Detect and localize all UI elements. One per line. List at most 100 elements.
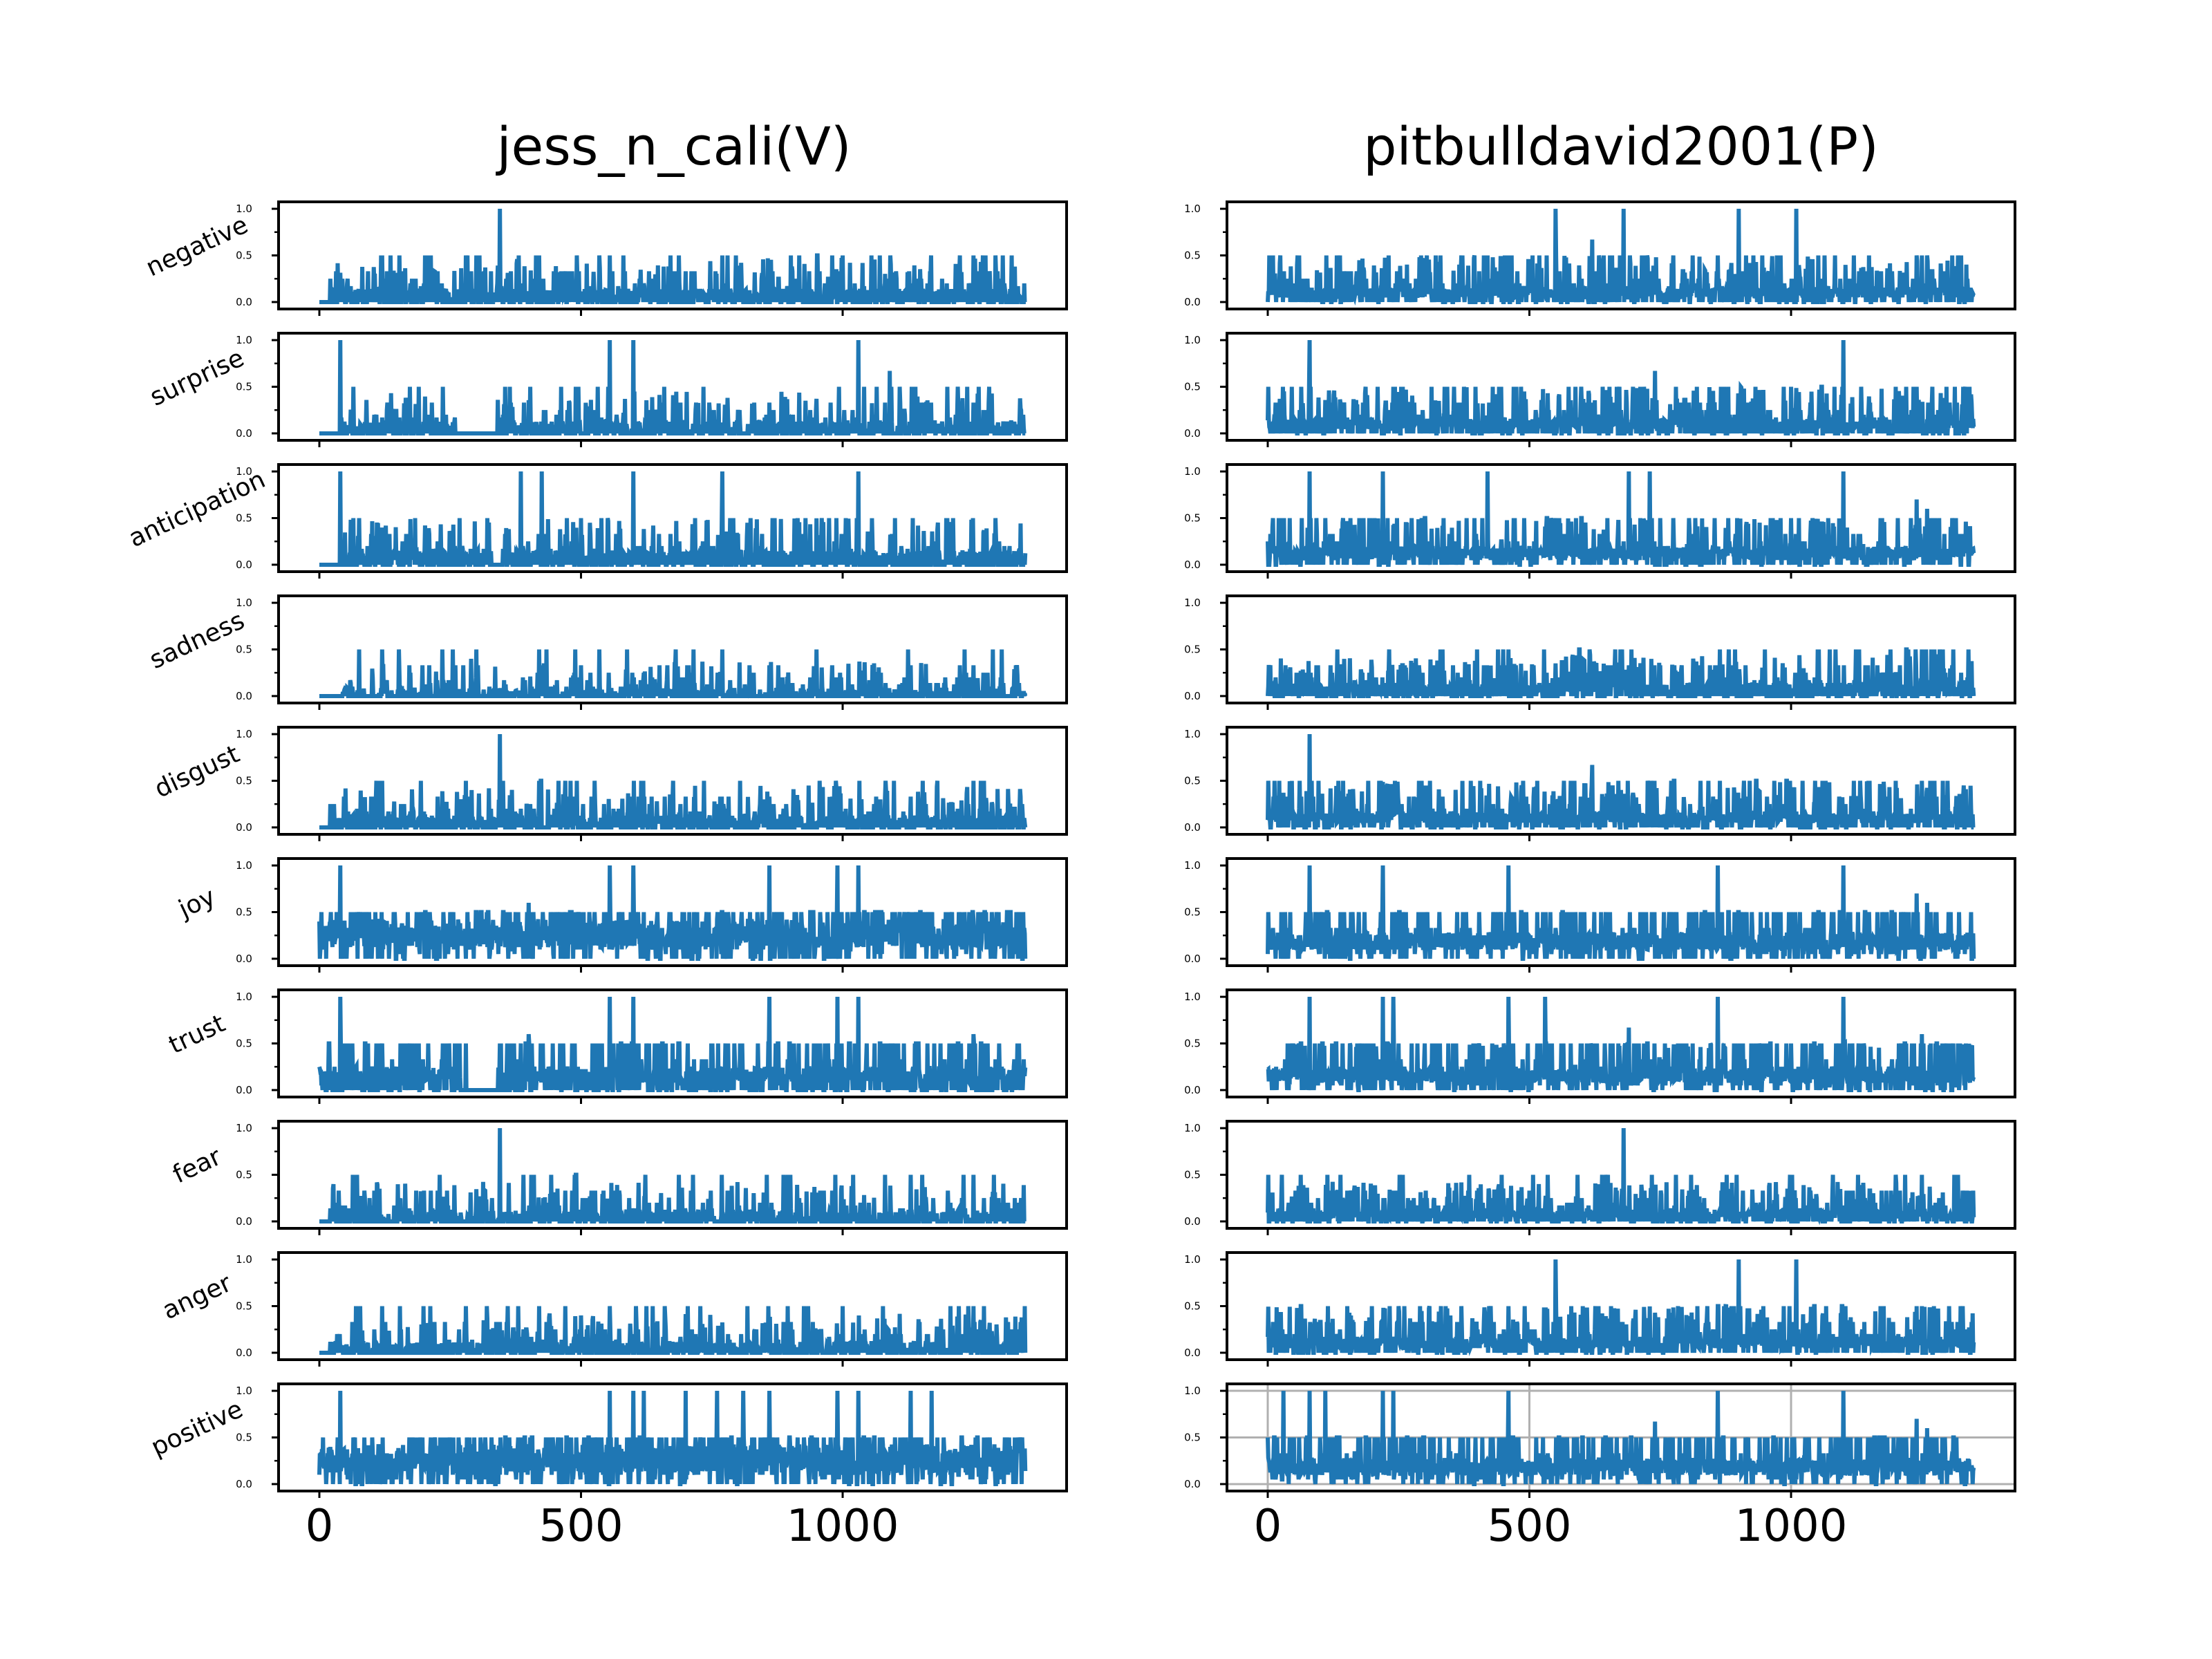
y-tick-label: 0.0 bbox=[236, 559, 252, 571]
x-tick-label: 0 bbox=[1254, 1501, 1282, 1552]
y-tick-label: 0.5 bbox=[1184, 1169, 1201, 1181]
series-line-surprise bbox=[319, 340, 1027, 435]
y-tick-label: 0.0 bbox=[236, 1084, 252, 1096]
y-tick-label: 1.0 bbox=[1184, 597, 1201, 609]
y-tick-label: 1.0 bbox=[236, 859, 252, 872]
series-line-sadness bbox=[1265, 647, 1976, 700]
y-tick-label: 0.0 bbox=[1184, 690, 1201, 702]
panel-positive-right: 0.0 0.5 1.0 0 500 1000 bbox=[1184, 1382, 2016, 1552]
series-line-anticipation bbox=[319, 471, 1028, 567]
panel-sadness-right: 0.0 0.5 1.0 bbox=[1184, 594, 2016, 710]
panel-trust-right: 0.0 0.5 1.0 bbox=[1184, 988, 2016, 1104]
y-tick-label: 0.5 bbox=[1184, 1300, 1201, 1313]
y-tick-label: 0.0 bbox=[1184, 1347, 1201, 1359]
series-line-trust bbox=[1266, 997, 1976, 1092]
y-tick-label: 0.5 bbox=[236, 512, 252, 525]
series-line-disgust bbox=[319, 734, 1028, 830]
y-tick-label: 0.5 bbox=[1184, 512, 1201, 525]
series-line-sadness bbox=[319, 649, 1028, 699]
series-line-anger bbox=[1265, 1259, 1976, 1356]
y-tick-label: 0.0 bbox=[1184, 953, 1201, 965]
x-tick-label: 500 bbox=[1487, 1501, 1571, 1552]
series-line-fear bbox=[1265, 1128, 1976, 1226]
y-tick-label: 0.0 bbox=[236, 821, 252, 834]
y-tick-label: 1.0 bbox=[1184, 203, 1201, 215]
series-line-fear bbox=[319, 1128, 1027, 1224]
panel-anger-right: 0.0 0.5 1.0 bbox=[1184, 1251, 2016, 1367]
x-tick-label: 1000 bbox=[787, 1501, 899, 1552]
y-tick-label: 0.0 bbox=[1184, 1478, 1201, 1490]
y-tick-label: 1.0 bbox=[236, 728, 252, 740]
y-tick-label: 0.0 bbox=[1184, 1215, 1201, 1228]
panel-fear-right: 0.0 0.5 1.0 bbox=[1184, 1120, 2016, 1235]
y-tick-label: 0.5 bbox=[1184, 1432, 1201, 1444]
y-tick-label: 0.0 bbox=[1184, 1084, 1201, 1096]
y-tick-label: 0.5 bbox=[1184, 906, 1201, 919]
y-tick-label: 0.5 bbox=[236, 1432, 252, 1444]
panel-negative-right: 0.0 0.5 1.0 bbox=[1184, 200, 2016, 316]
y-tick-label: 1.0 bbox=[236, 1253, 252, 1266]
y-tick-label: 0.5 bbox=[236, 381, 252, 393]
y-tick-label: 1.0 bbox=[236, 991, 252, 1003]
column-title-right: pitbulldavid2001(P) bbox=[1363, 115, 1879, 177]
y-tick-label: 1.0 bbox=[236, 1385, 252, 1397]
x-tick-label: 500 bbox=[538, 1501, 623, 1552]
y-tick-label: 0.0 bbox=[1184, 559, 1201, 571]
series-line-negative bbox=[319, 209, 1027, 306]
y-tick-label: 0.5 bbox=[236, 906, 252, 919]
y-tick-label: 0.5 bbox=[236, 1038, 252, 1050]
y-tick-label: 0.5 bbox=[236, 1300, 252, 1313]
series-line-positive bbox=[1265, 1391, 1976, 1486]
x-tick-label: 0 bbox=[306, 1501, 334, 1552]
y-tick-label: 0.0 bbox=[236, 1347, 252, 1359]
series-line-joy bbox=[1265, 865, 1976, 961]
y-tick-label: 1.0 bbox=[236, 465, 252, 478]
y-tick-label: 0.5 bbox=[1184, 1038, 1201, 1050]
y-tick-label: 1.0 bbox=[236, 203, 252, 215]
panel-disgust-right: 0.0 0.5 1.0 bbox=[1184, 726, 2016, 841]
y-tick-label: 1.0 bbox=[1184, 991, 1201, 1003]
y-tick-label: 1.0 bbox=[236, 1122, 252, 1134]
panel-joy-right: 0.0 0.5 1.0 bbox=[1184, 857, 2016, 973]
series-line-anticipation bbox=[1265, 471, 1976, 567]
series-line-joy bbox=[317, 865, 1028, 961]
column-title-left: jess_n_cali(V) bbox=[495, 115, 851, 177]
y-tick-label: 1.0 bbox=[236, 597, 252, 609]
y-tick-label: 0.0 bbox=[236, 296, 252, 308]
y-tick-label: 1.0 bbox=[1184, 1253, 1201, 1266]
y-tick-label: 0.5 bbox=[236, 1169, 252, 1181]
y-tick-label: 0.5 bbox=[1184, 381, 1201, 393]
y-tick-label: 1.0 bbox=[1184, 334, 1201, 346]
series-line-disgust bbox=[1265, 734, 1976, 830]
y-tick-label: 1.0 bbox=[1184, 728, 1201, 740]
y-tick-label: 1.0 bbox=[1184, 1385, 1201, 1397]
series-line-anger bbox=[319, 1306, 1028, 1355]
y-tick-label: 0.5 bbox=[236, 250, 252, 262]
y-tick-label: 0.5 bbox=[236, 775, 252, 787]
panel-grid: 0.00.51.0negative0.00.51.0surprise0.00.5… bbox=[124, 200, 2016, 1552]
series-line-trust bbox=[317, 997, 1028, 1092]
y-tick-label: 0.0 bbox=[1184, 427, 1201, 440]
y-tick-label: 1.0 bbox=[1184, 1122, 1201, 1134]
y-tick-label: 0.0 bbox=[236, 690, 252, 702]
series-line-negative bbox=[1265, 209, 1976, 306]
y-tick-label: 0.0 bbox=[1184, 821, 1201, 834]
y-tick-label: 0.5 bbox=[1184, 250, 1201, 262]
panel-surprise-right: 0.0 0.5 1.0 bbox=[1184, 332, 2016, 447]
series-line-positive bbox=[317, 1391, 1028, 1486]
y-tick-label: 0.5 bbox=[1184, 644, 1201, 656]
y-tick-label: 1.0 bbox=[236, 334, 252, 346]
series-line-surprise bbox=[1265, 340, 1976, 435]
y-tick-label: 0.5 bbox=[236, 644, 252, 656]
y-tick-label: 0.0 bbox=[236, 953, 252, 965]
y-tick-label: 0.5 bbox=[1184, 775, 1201, 787]
y-tick-label: 1.0 bbox=[1184, 465, 1201, 478]
y-tick-label: 1.0 bbox=[1184, 859, 1201, 872]
y-tick-label: 0.0 bbox=[236, 1215, 252, 1228]
y-tick-label: 0.0 bbox=[1184, 296, 1201, 308]
x-tick-label: 1000 bbox=[1735, 1501, 1848, 1552]
